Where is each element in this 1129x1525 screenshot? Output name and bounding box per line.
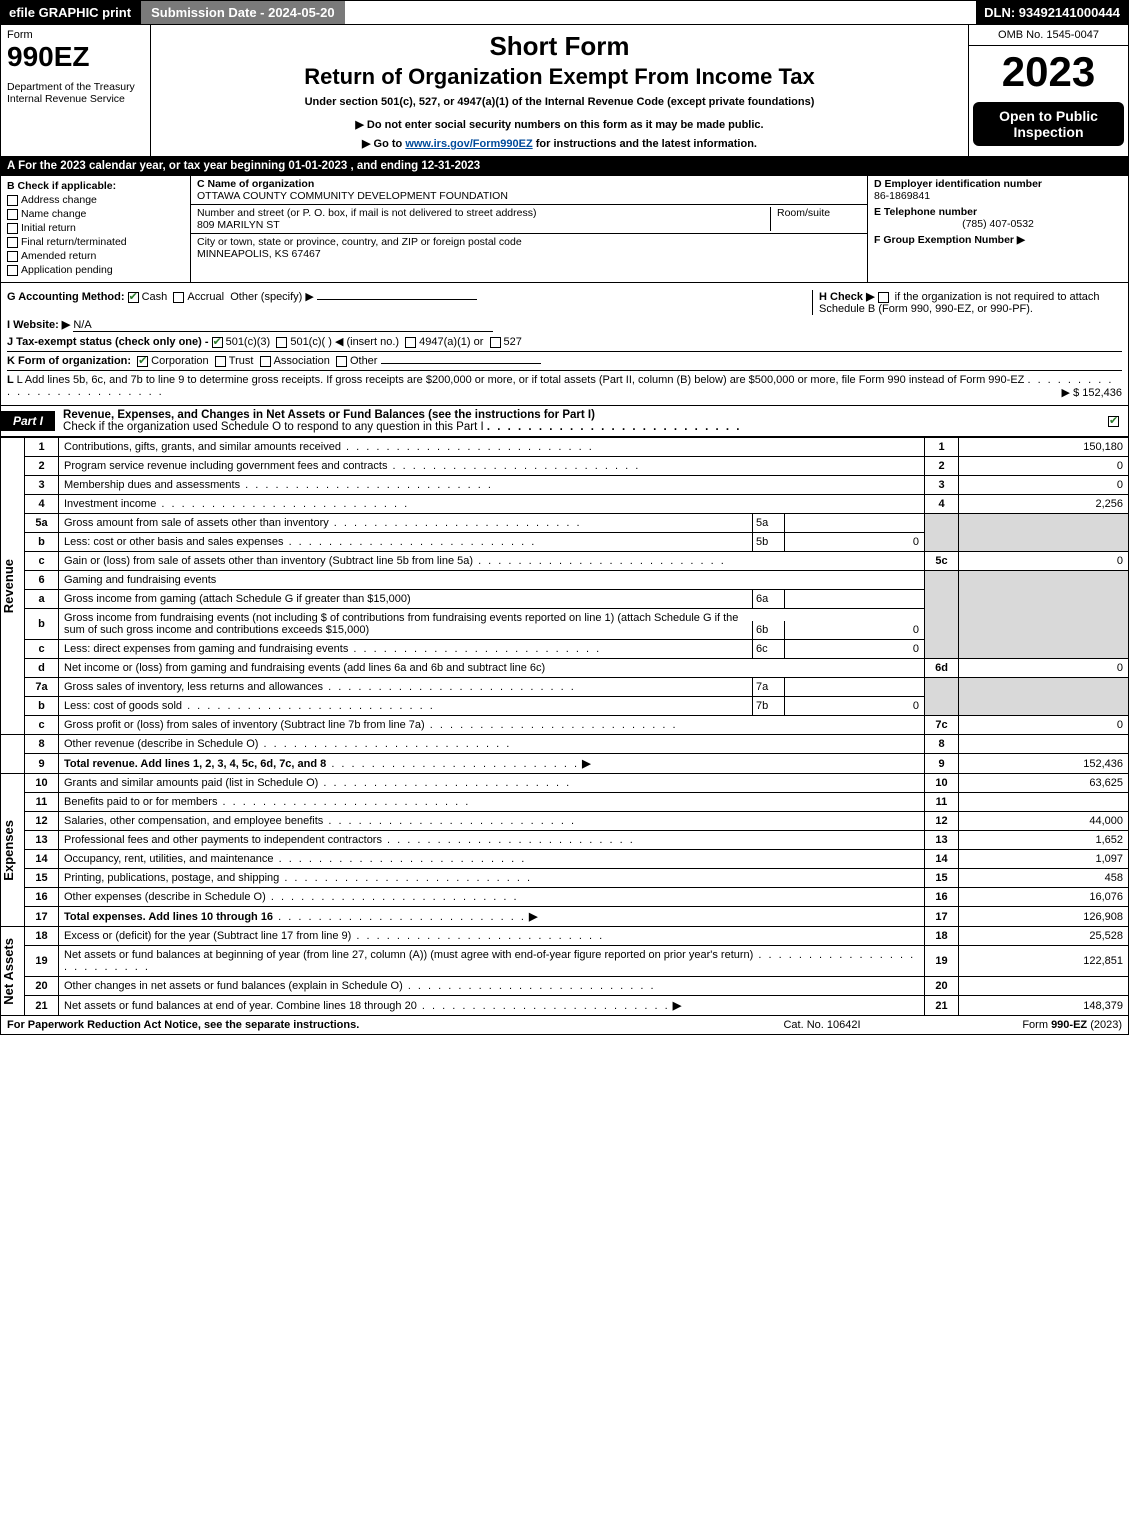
part-i-tab: Part I [1,411,55,431]
part-i-title: Revenue, Expenses, and Changes in Net As… [55,406,1102,436]
i-label: I Website: ▶ [7,319,70,331]
row-a: A For the 2023 calendar year, or tax yea… [0,157,1129,176]
note-ssn: ▶ Do not enter social security numbers o… [161,118,958,131]
form-title: Return of Organization Exempt From Incom… [161,64,958,90]
ein-label: D Employer identification number [874,178,1042,190]
department: Department of the Treasury Internal Reve… [7,81,144,105]
chk-corporation[interactable] [137,356,148,367]
dln: DLN: 93492141000444 [976,1,1128,24]
h-label: H Check ▶ [819,291,875,303]
form-label: Form [7,29,144,41]
room-label: Room/suite [777,207,830,219]
part-i-header: Part I Revenue, Expenses, and Changes in… [0,406,1129,437]
footer-right: Form 990-EZ (2023) [922,1019,1122,1031]
submission-date: Submission Date - 2024-05-20 [139,1,345,24]
footer: For Paperwork Reduction Act Notice, see … [0,1016,1129,1035]
street: 809 MARILYN ST [197,219,280,231]
footer-left: For Paperwork Reduction Act Notice, see … [7,1019,722,1031]
chk-schedule-o[interactable] [1108,416,1119,427]
k-label: K Form of organization: [7,355,131,367]
header-center: Short Form Return of Organization Exempt… [151,25,968,156]
netassets-label: Net Assets [1,938,16,1005]
lines-table: Revenue 1Contributions, gifts, grants, a… [0,437,1129,1016]
telephone: (785) 407-0532 [874,218,1122,230]
g-label: G Accounting Method: [7,291,125,303]
expenses-label: Expenses [1,820,16,881]
org-name-label: C Name of organization [197,178,314,190]
chk-amended-return[interactable]: Amended return [7,250,184,262]
note-link: ▶ Go to www.irs.gov/Form990EZ for instru… [161,137,958,150]
ein: 86-1869841 [874,190,930,202]
chk-final-return[interactable]: Final return/terminated [7,236,184,248]
chk-trust[interactable] [215,356,226,367]
open-inspection: Open to Public Inspection [973,102,1124,146]
city-label: City or town, state or province, country… [197,236,522,248]
chk-accrual[interactable] [173,292,184,303]
box-b-header: B Check if applicable: [7,180,184,192]
city: MINNEAPOLIS, KS 67467 [197,248,321,260]
chk-501c[interactable] [276,337,287,348]
chk-application-pending[interactable]: Application pending [7,264,184,276]
chk-h[interactable] [878,292,889,303]
omb-number: OMB No. 1545-0047 [969,25,1128,46]
short-form: Short Form [161,31,958,62]
group-exempt-label: F Group Exemption Number ▶ [874,234,1025,246]
box-d: D Employer identification number 86-1869… [868,176,1128,282]
tel-label: E Telephone number [874,206,977,218]
chk-501c3[interactable] [212,337,223,348]
chk-address-change[interactable]: Address change [7,194,184,206]
header-right: OMB No. 1545-0047 2023 Open to Public In… [968,25,1128,156]
tax-year: 2023 [969,46,1128,98]
form-header: Form 990EZ Department of the Treasury In… [0,25,1129,157]
website: N/A [73,319,493,332]
j-label: J Tax-exempt status (check only one) - [7,336,212,348]
box-row: B Check if applicable: Address change Na… [0,176,1129,283]
chk-4947[interactable] [405,337,416,348]
l-amount: ▶ $ 152,436 [1062,386,1122,399]
org-name: OTTAWA COUNTY COMMUNITY DEVELOPMENT FOUN… [197,190,508,202]
chk-name-change[interactable]: Name change [7,208,184,220]
box-b: B Check if applicable: Address change Na… [1,176,191,282]
chk-cash[interactable] [128,292,139,303]
chk-association[interactable] [260,356,271,367]
topbar: efile GRAPHIC print Submission Date - 20… [0,0,1129,25]
footer-center: Cat. No. 10642I [722,1019,922,1031]
chk-other[interactable] [336,356,347,367]
form-number: 990EZ [7,41,144,73]
efile-print[interactable]: efile GRAPHIC print [1,1,139,24]
topbar-spacer [345,1,977,24]
street-label: Number and street (or P. O. box, if mail… [197,207,536,219]
section-ghijkl: G Accounting Method: Cash Accrual Other … [0,283,1129,406]
revenue-label: Revenue [1,559,16,613]
box-c: C Name of organization OTTAWA COUNTY COM… [191,176,868,282]
form-subtitle: Under section 501(c), 527, or 4947(a)(1)… [161,96,958,108]
l-text: L Add lines 5b, 6c, and 7b to line 9 to … [17,374,1025,386]
chk-527[interactable] [490,337,501,348]
header-left: Form 990EZ Department of the Treasury In… [1,25,151,156]
chk-initial-return[interactable]: Initial return [7,222,184,234]
irs-link[interactable]: www.irs.gov/Form990EZ [405,138,532,150]
